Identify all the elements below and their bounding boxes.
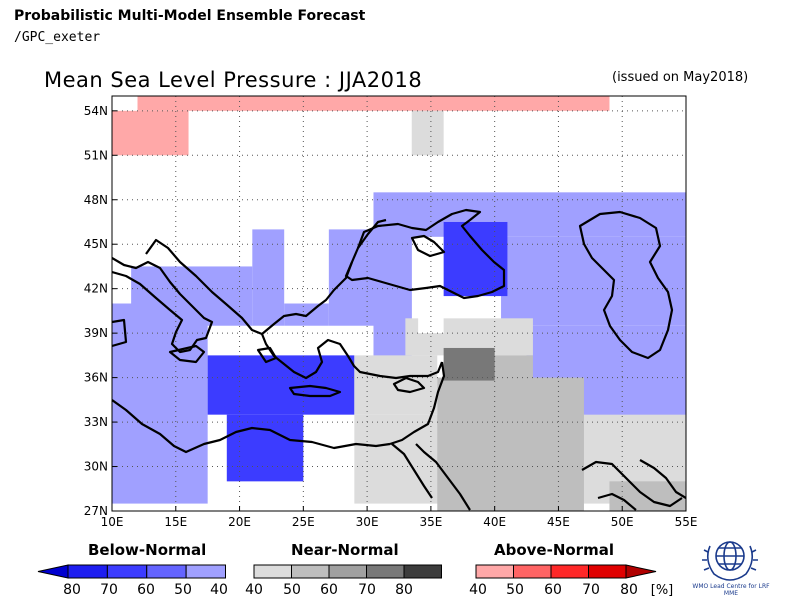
forecast-cell-below xyxy=(443,221,508,297)
coastline-adriatic-east xyxy=(145,218,387,336)
legend-label-below: 50 xyxy=(174,582,192,598)
legend-swatch xyxy=(106,564,148,579)
lat-tick-label: 33N xyxy=(84,415,108,429)
map-title: Mean Sea Level Pressure : JJA2018 xyxy=(44,68,423,92)
lon-tick-label: 40E xyxy=(483,515,506,529)
legend-label-below: 40 xyxy=(210,582,228,598)
source-label: /GPC_exeter xyxy=(14,30,101,45)
lon-tick-label: 50E xyxy=(611,515,634,529)
legend: 80 70 60 50 40 40 50 60 70 80 40 50 60 70 80 [%] xyxy=(37,564,674,598)
legend-swatch xyxy=(550,564,589,579)
coastline-greece xyxy=(260,333,444,380)
lat-tick-label: 42N xyxy=(84,282,108,296)
legend-label-near: 70 xyxy=(358,582,376,598)
product-title: Probabilistic Multi-Model Ensemble Forec… xyxy=(14,8,366,24)
legend-unit: [%] xyxy=(651,583,674,598)
legend-label-above: 40 xyxy=(469,582,487,598)
wmo-logo-text: WMO Lead Centre for LRF MME xyxy=(692,583,770,597)
coastline-gulf-south xyxy=(597,492,637,511)
coastline-iran xyxy=(639,459,686,499)
legend-below-title: Below-Normal xyxy=(88,541,207,559)
wmo-logo xyxy=(702,541,758,581)
legend-label-near: 40 xyxy=(245,582,263,598)
lat-tick-label: 54N xyxy=(84,104,108,118)
legend-arrow-left xyxy=(37,564,69,579)
forecast-cell-below xyxy=(252,229,285,326)
coastline-black-sea xyxy=(344,208,506,300)
lon-tick-label: 20E xyxy=(228,515,251,529)
forecast-cell-above xyxy=(137,96,610,111)
legend-label-near: 80 xyxy=(395,582,413,598)
coastline-persian-gulf xyxy=(581,460,683,508)
coastlines xyxy=(112,208,686,511)
legend-swatch xyxy=(328,564,367,579)
lat-tick-label: 39N xyxy=(84,326,108,340)
legend-above xyxy=(475,564,657,579)
legend-label-above: 60 xyxy=(544,582,562,598)
lon-tick-label: 30E xyxy=(356,515,379,529)
legend-swatch xyxy=(403,564,442,579)
legend-swatch xyxy=(475,564,514,579)
legend-label-above: 50 xyxy=(506,582,524,598)
lat-tick-label: 51N xyxy=(84,148,108,162)
lon-tick-label: 10E xyxy=(101,515,124,529)
legend-label-below: 70 xyxy=(100,582,118,598)
lat-tick-label: 36N xyxy=(84,371,108,385)
lat-tick-label: 45N xyxy=(84,237,108,251)
forecast-cell-below xyxy=(207,355,355,415)
forecast-cell-none xyxy=(418,303,444,334)
coastline-greek-islands xyxy=(256,346,278,364)
coastline-sicily xyxy=(168,344,206,364)
lon-tick-label: 45E xyxy=(547,515,570,529)
legend-above-title: Above-Normal xyxy=(494,541,614,559)
forecast-cell-near xyxy=(411,110,444,156)
legend-swatch xyxy=(366,564,405,579)
lat-tick-label: 27N xyxy=(84,504,108,518)
legend-swatch xyxy=(146,564,187,579)
legend-swatch xyxy=(185,564,226,579)
lat-tick-label: 48N xyxy=(84,193,108,207)
coastline-italy xyxy=(112,257,214,354)
coastline-north-africa xyxy=(112,399,391,454)
legend-below xyxy=(37,564,226,579)
coastline-caspian xyxy=(578,210,674,360)
legend-label-above: 70 xyxy=(582,582,600,598)
coastline-levant xyxy=(389,361,446,446)
legend-label-below: 80 xyxy=(63,582,81,598)
legend-swatch xyxy=(513,564,552,579)
forecast-cell-near xyxy=(443,347,495,381)
map-frame xyxy=(111,95,687,512)
axis-ticks: 10E 15E 20E 25E 30E 35E 40E 45E 50E 55E 27N 30N 33N 3… xyxy=(84,104,698,529)
legend-swatch xyxy=(253,564,292,579)
lon-tick-label: 25E xyxy=(292,515,315,529)
coastline-red-sea xyxy=(415,443,471,511)
forecast-cell-below xyxy=(501,236,686,326)
coastline-sinai xyxy=(391,443,433,499)
legend-near-title: Near-Normal xyxy=(291,541,399,559)
forecast-cell-below xyxy=(226,414,304,482)
issued-date: (issued on May2018) xyxy=(612,70,749,85)
forecast-cell-near xyxy=(437,377,584,511)
legend-label-near: 60 xyxy=(320,582,338,598)
legend-near xyxy=(253,564,442,579)
legend-swatch xyxy=(588,564,627,579)
legend-swatch xyxy=(67,564,108,579)
legend-label-below: 60 xyxy=(137,582,155,598)
coastline-cyprus xyxy=(392,376,426,394)
forecast-cells xyxy=(112,96,686,511)
legend-label-above: 80 xyxy=(620,582,638,598)
coastline-sardinia xyxy=(112,318,128,348)
legend-swatch xyxy=(291,564,330,579)
lon-tick-label: 35E xyxy=(419,515,442,529)
forecast-cell-below xyxy=(112,303,208,504)
legend-label-near: 50 xyxy=(283,582,301,598)
lon-tick-label: 15E xyxy=(164,515,187,529)
legend-arrow-right xyxy=(625,564,657,579)
lon-tick-label: 55E xyxy=(675,515,698,529)
lat-tick-label: 30N xyxy=(84,460,108,474)
forecast-cell-above xyxy=(112,110,189,156)
coastline-crete xyxy=(288,384,342,398)
coastline-crimea xyxy=(410,234,446,258)
